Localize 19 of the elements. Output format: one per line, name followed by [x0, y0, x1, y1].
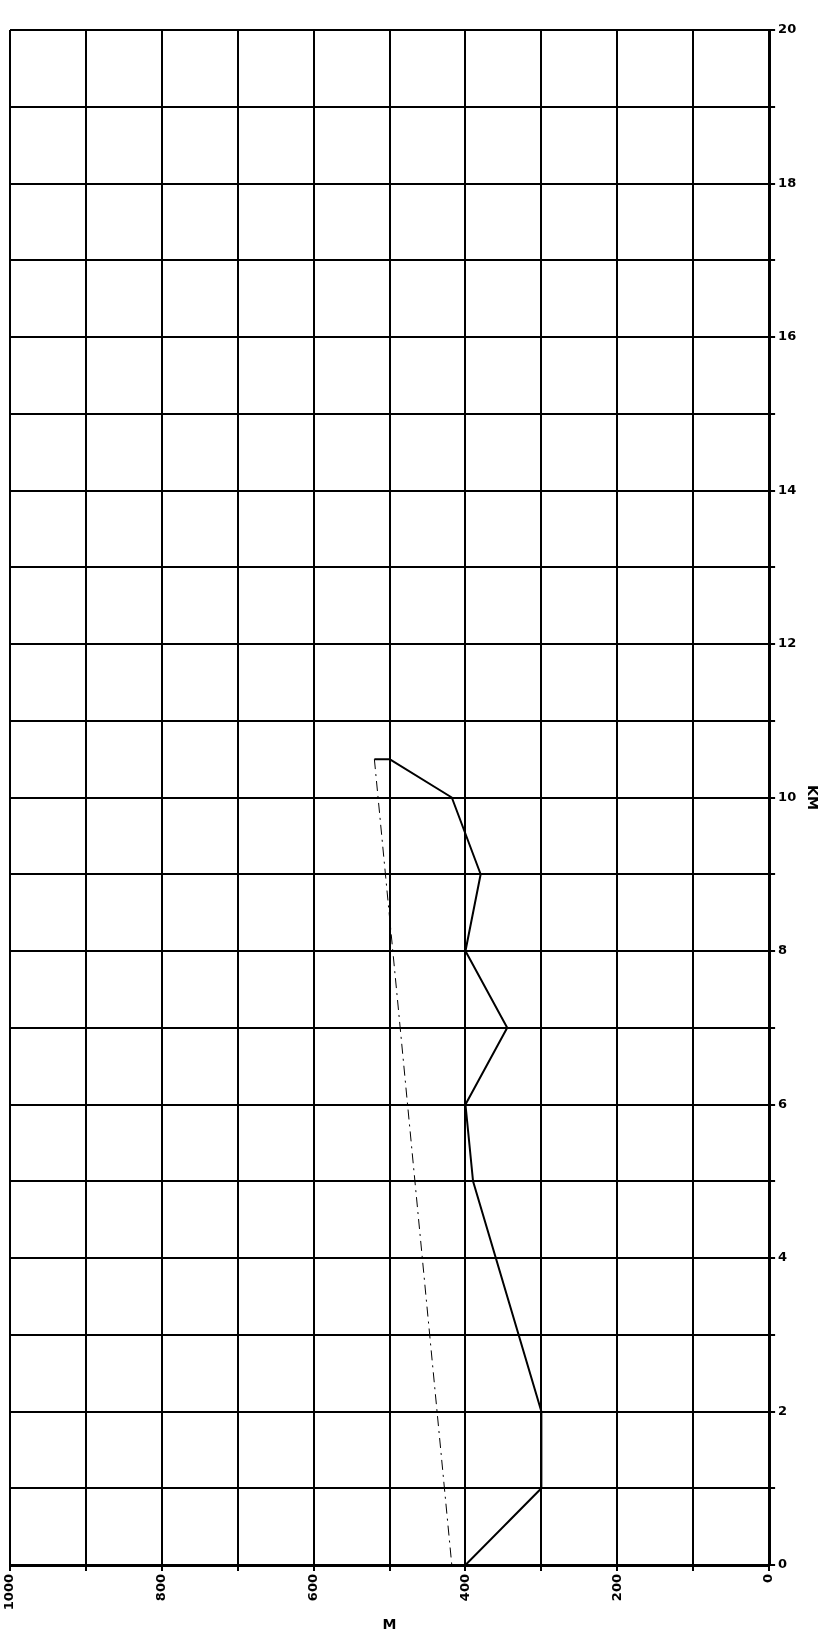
- x-axis-title: M: [382, 1616, 397, 1633]
- y-tick-label: 14: [778, 481, 797, 497]
- x-tick-label: 0: [760, 1574, 776, 1584]
- y-tick-label: 16: [778, 328, 797, 344]
- x-tick-label: 800: [153, 1574, 169, 1602]
- y-tick-label: 18: [778, 174, 797, 190]
- y-tick-label: 4: [778, 1249, 788, 1265]
- y-axis-title: KM: [804, 785, 821, 810]
- x-tick-label: 400: [456, 1574, 472, 1602]
- x-tick-label: 600: [305, 1574, 321, 1602]
- y-tick-label: 8: [778, 942, 788, 958]
- y-tick-label: 12: [778, 635, 797, 651]
- y-tick-label: 20: [778, 21, 797, 37]
- x-tick-label: 1000: [1, 1574, 17, 1611]
- y-tick-label: 2: [778, 1402, 788, 1418]
- y-tick-label: 0: [778, 1556, 788, 1572]
- x-tick-label: 200: [608, 1574, 624, 1602]
- y-tick-label: 6: [778, 1095, 788, 1111]
- y-tick-label: 10: [778, 788, 797, 804]
